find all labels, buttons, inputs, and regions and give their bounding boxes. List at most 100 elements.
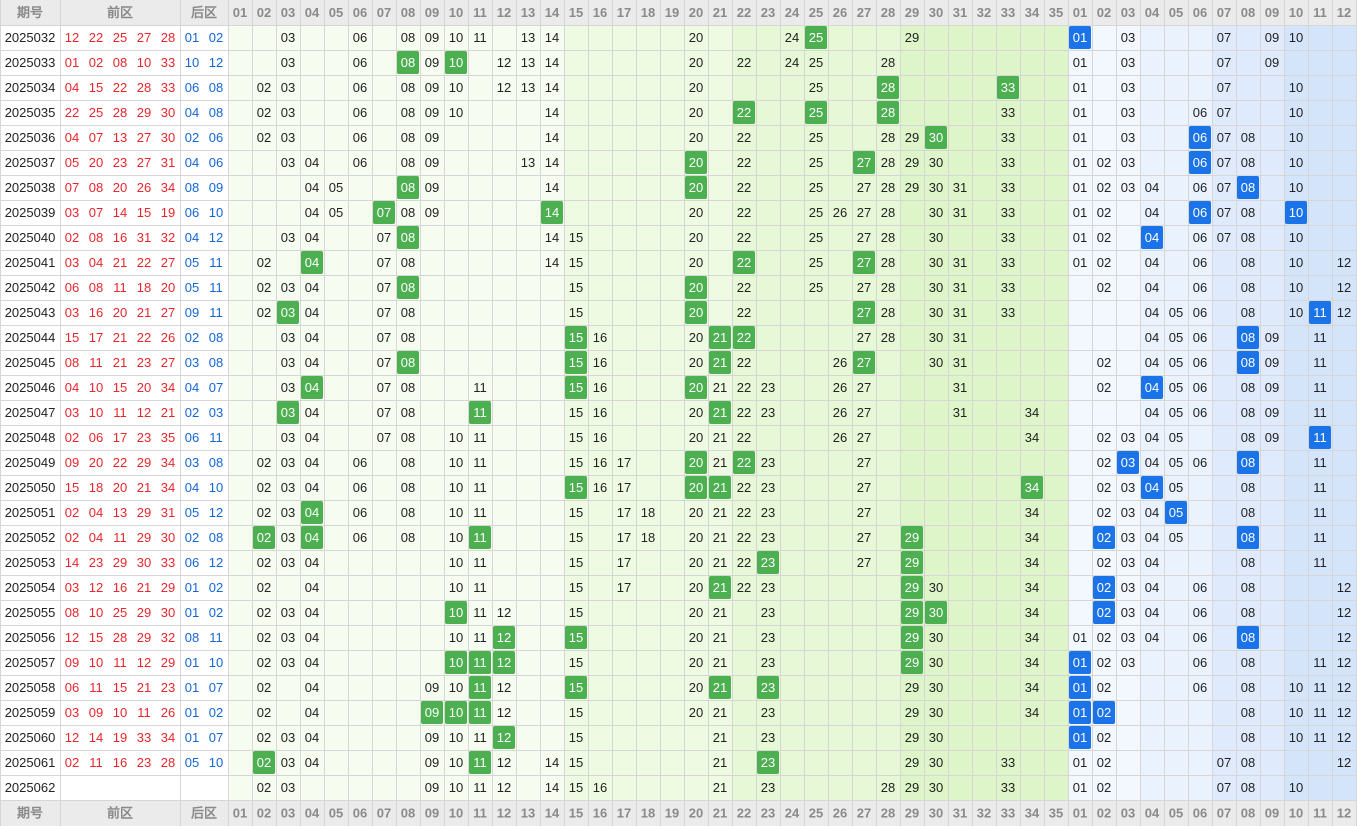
front-number: 22 [113,455,127,470]
back-hit: 11 [1313,305,1327,320]
front-number: 32 [161,230,175,245]
column-bg [588,25,612,800]
front-trend: 04 [305,480,319,495]
front-hit: 11 [473,705,487,720]
issue: 2025058 [5,680,56,695]
back-number: 07 [209,730,223,745]
front-trend: 22 [737,230,751,245]
front-hit-hit-bg [709,576,731,599]
front-trend: 20 [689,105,703,120]
front-trend: 15 [569,755,583,770]
front-hit-hit-bg [709,401,731,424]
front-trend: 13 [521,55,535,70]
front-trend: 14 [545,230,559,245]
front-col-header: 13 [521,806,535,821]
front-trend: 26 [833,355,847,370]
front-number: 08 [65,355,79,370]
back-trend: 05 [1169,455,1183,470]
back-trend: 09 [1265,380,1279,395]
front-trend: 30 [929,280,943,295]
front-trend: 08 [401,480,415,495]
front-number: 04 [65,80,79,95]
front-hit-hit-bg [397,226,419,249]
front-hit: 08 [401,180,415,195]
front-trend: 20 [689,580,703,595]
issue: 2025060 [5,730,56,745]
back-trend: 12 [1337,755,1351,770]
front-col-header: 28 [881,806,895,821]
front-number: 11 [113,405,127,420]
front-trend: 23 [761,405,775,420]
front-hit: 14 [545,205,559,220]
front-number: 18 [137,280,151,295]
front-hit: 20 [689,305,703,320]
back-col-header: 03 [1121,806,1135,821]
back-col-header: 08 [1241,5,1255,20]
front-trend: 20 [689,405,703,420]
front-trend: 04 [305,730,319,745]
front-trend: 11 [473,555,487,570]
front-trend: 27 [857,205,871,220]
column-bg [1092,25,1116,800]
front-number: 29 [137,530,151,545]
back-trend: 08 [1241,480,1255,495]
column-bg [540,25,564,800]
front-trend: 02 [257,630,271,645]
front-trend: 23 [761,605,775,620]
front-trend: 34 [1025,630,1039,645]
back-hit-hit-bg [1141,376,1163,399]
front-trend: 06 [353,455,367,470]
front-number: 01 [65,55,79,70]
back-number: 11 [209,630,223,645]
back-number: 09 [209,180,223,195]
front-trend: 17 [617,555,631,570]
front-number: 02 [65,755,79,770]
front-hit-hit-bg [853,151,875,174]
back-trend: 01 [1073,205,1087,220]
front-trend: 31 [953,180,967,195]
front-hit: 23 [761,755,775,770]
front-hit: 15 [569,330,583,345]
front-number: 04 [89,530,103,545]
front-trend: 02 [257,780,271,795]
front-trend: 04 [305,180,319,195]
front-trend: 34 [1025,580,1039,595]
front-number: 28 [161,30,175,45]
front-hit: 22 [737,455,751,470]
issue: 2025036 [5,130,56,145]
front-hit-hit-bg [805,26,827,49]
front-number: 03 [65,705,79,720]
front-trend: 05 [329,180,343,195]
back-hit-hit-bg [1237,526,1259,549]
column-bg [564,25,588,800]
back-number: 06 [209,155,223,170]
front-trend: 11 [473,505,487,520]
front-hit-hit-bg [757,676,779,699]
back-hit-hit-bg [1189,151,1211,174]
front-trend: 04 [305,330,319,345]
front-trend: 29 [905,705,919,720]
front-trend: 15 [569,530,583,545]
front-trend: 03 [281,230,295,245]
back-number: 06 [185,205,199,220]
front-hit: 21 [713,355,727,370]
front-hit-hit-bg [901,576,923,599]
front-trend: 07 [377,280,391,295]
column-bg [324,25,348,800]
front-hit-hit-bg [565,626,587,649]
back-col-header: 05 [1169,5,1183,20]
front-col-header: 25 [809,5,823,20]
front-hit: 08 [401,230,415,245]
back-number: 04 [185,480,199,495]
front-number: 22 [89,30,103,45]
front-col-header: 16 [593,5,607,20]
front-trend: 22 [737,180,751,195]
front-col-header: 22 [737,806,751,821]
front-trend: 21 [713,630,727,645]
front-number: 04 [89,505,103,520]
front-trend: 06 [353,80,367,95]
back-trend: 06 [1193,330,1207,345]
front-number: 10 [89,380,103,395]
front-trend: 08 [401,130,415,145]
front-trend: 03 [281,80,295,95]
